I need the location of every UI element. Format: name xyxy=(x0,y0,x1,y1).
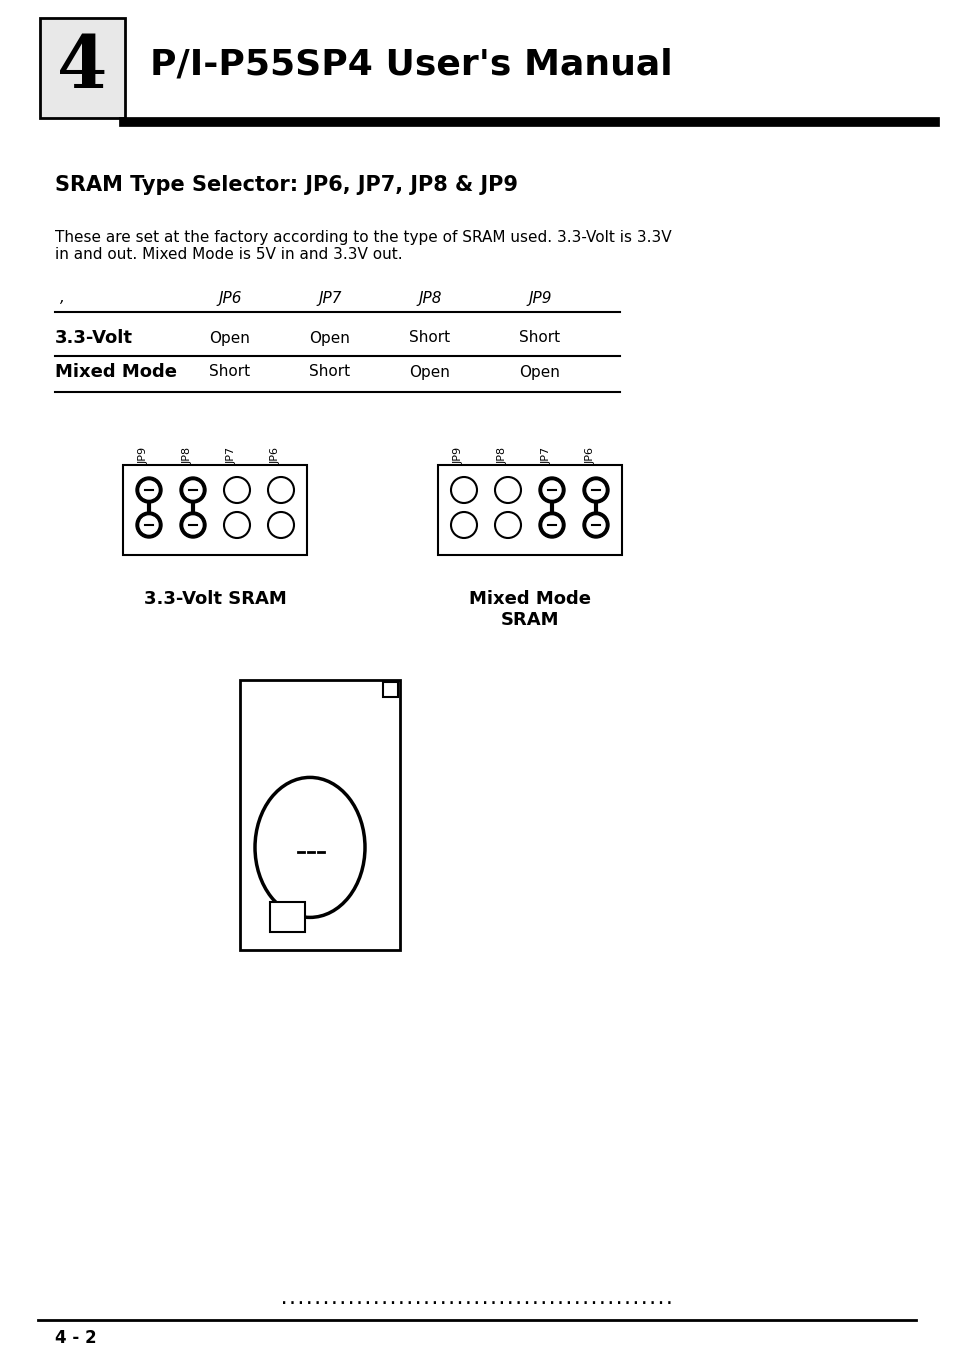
Text: Short: Short xyxy=(210,365,251,380)
Circle shape xyxy=(180,477,206,503)
Text: JP8: JP8 xyxy=(417,290,441,305)
Text: 4: 4 xyxy=(57,32,108,104)
Text: JP8: JP8 xyxy=(183,446,193,463)
Text: These are set at the factory according to the type of SRAM used. 3.3-Volt is 3.3: These are set at the factory according t… xyxy=(55,230,671,262)
Circle shape xyxy=(184,516,202,534)
FancyBboxPatch shape xyxy=(40,18,125,118)
Circle shape xyxy=(542,481,560,499)
Text: Mixed Mode
SRAM: Mixed Mode SRAM xyxy=(469,590,590,628)
Text: JP6: JP6 xyxy=(585,446,596,463)
Text: Open: Open xyxy=(309,331,350,346)
Circle shape xyxy=(586,481,604,499)
Circle shape xyxy=(136,512,162,538)
Circle shape xyxy=(184,481,202,499)
Bar xyxy=(437,465,621,555)
Text: 3.3-Volt: 3.3-Volt xyxy=(55,330,132,347)
Text: 4 - 2: 4 - 2 xyxy=(55,1329,96,1347)
Bar xyxy=(123,465,307,555)
Text: JP9: JP9 xyxy=(139,446,149,463)
Text: JP7: JP7 xyxy=(227,446,236,463)
Circle shape xyxy=(586,516,604,534)
Text: JP8: JP8 xyxy=(497,446,507,463)
Text: Open: Open xyxy=(519,365,559,380)
Text: Open: Open xyxy=(409,365,450,380)
Text: Short: Short xyxy=(518,331,560,346)
Circle shape xyxy=(180,512,206,538)
Circle shape xyxy=(136,477,162,503)
Text: Short: Short xyxy=(309,365,350,380)
Text: JP7: JP7 xyxy=(541,446,552,463)
Text: Short: Short xyxy=(409,331,450,346)
Text: JP9: JP9 xyxy=(454,446,463,463)
Circle shape xyxy=(538,477,564,503)
Text: SRAM Type Selector: JP6, JP7, JP8 & JP9: SRAM Type Selector: JP6, JP7, JP8 & JP9 xyxy=(55,176,517,195)
Circle shape xyxy=(140,481,158,499)
Text: 3.3-Volt SRAM: 3.3-Volt SRAM xyxy=(144,590,286,608)
Text: JP7: JP7 xyxy=(318,290,341,305)
Text: JP6: JP6 xyxy=(218,290,241,305)
Text: Open: Open xyxy=(210,331,251,346)
Text: JP9: JP9 xyxy=(528,290,551,305)
Circle shape xyxy=(538,512,564,538)
Bar xyxy=(382,682,397,697)
Text: Mixed Mode: Mixed Mode xyxy=(55,363,177,381)
Circle shape xyxy=(582,512,608,538)
Text: JP6: JP6 xyxy=(271,446,281,463)
Bar xyxy=(240,680,399,950)
Ellipse shape xyxy=(254,777,365,917)
Text: ...............................................: ........................................… xyxy=(280,1293,673,1306)
Circle shape xyxy=(582,477,608,503)
Bar xyxy=(270,902,305,932)
Circle shape xyxy=(140,516,158,534)
Text: ,: , xyxy=(60,290,65,305)
Text: P/I-P55SP4 User's Manual: P/I-P55SP4 User's Manual xyxy=(150,49,672,82)
Circle shape xyxy=(542,516,560,534)
